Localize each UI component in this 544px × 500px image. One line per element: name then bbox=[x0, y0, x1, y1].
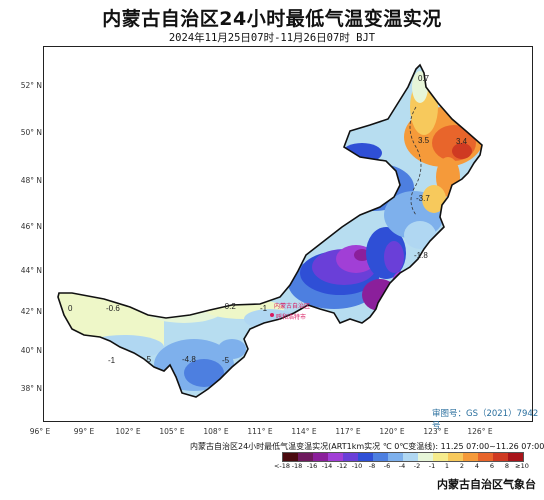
legend-color-bar bbox=[282, 452, 524, 462]
legend-swatch bbox=[403, 453, 418, 461]
temp-value-label: 0 bbox=[68, 304, 73, 313]
lon-label: 117° E bbox=[335, 427, 361, 436]
temp-value-label: -0.2 bbox=[222, 302, 236, 311]
lat-label: 40° N bbox=[20, 346, 42, 355]
legend-swatch bbox=[448, 453, 463, 461]
temp-value-label: -4.8 bbox=[182, 355, 196, 364]
legend-tick-label: 4 bbox=[474, 462, 480, 470]
lat-label: 42° N bbox=[20, 307, 42, 316]
legend-tick-label: <-18 bbox=[273, 462, 291, 470]
issuing-agency: 内蒙古自治区气象台 bbox=[437, 478, 536, 491]
lon-label: 102° E bbox=[115, 427, 141, 436]
temp-value-label: 3.4 bbox=[456, 137, 468, 146]
legend-tick-label: -10 bbox=[351, 462, 363, 470]
lon-label: 126° E bbox=[467, 427, 493, 436]
legend-tick-label: -12 bbox=[336, 462, 348, 470]
lon-label: 108° E bbox=[203, 427, 229, 436]
legend-tick-label: -16 bbox=[306, 462, 318, 470]
legend-swatch bbox=[433, 453, 448, 461]
legend-tick-labels: <-18 -18 -16 -14 -12 -10 -8 -6 -4 -2 -1 1 2 4 6 8 ≥10 bbox=[274, 462, 542, 472]
legend-tick-label: 1 bbox=[444, 462, 450, 470]
legend-tick-label: -2 bbox=[413, 462, 421, 470]
lon-label: 105° E bbox=[159, 427, 185, 436]
lat-label: 38° N bbox=[20, 384, 42, 393]
legend-title: 内蒙古自治区24小时最低气温变温实况(ART1km实况 ℃ 0℃变温线): 11… bbox=[190, 442, 544, 451]
legend-tick-label: -6 bbox=[383, 462, 391, 470]
temperature-field bbox=[58, 71, 482, 391]
lat-label: 44° N bbox=[20, 266, 42, 275]
legend-swatch bbox=[358, 453, 373, 461]
legend-tick-label: -8 bbox=[368, 462, 376, 470]
city-label-region: 内蒙古自治区 bbox=[274, 302, 310, 310]
zero-isotherm-line bbox=[409, 106, 422, 216]
legend-tick-label: -4 bbox=[398, 462, 406, 470]
temp-value-label: -1 bbox=[108, 356, 116, 365]
legend-tick-label: -1 bbox=[428, 462, 436, 470]
temp-value-label: -5 bbox=[222, 356, 230, 365]
legend-swatch bbox=[373, 453, 388, 461]
temp-value-label: -0.6 bbox=[106, 304, 120, 313]
legend-tick-label: 2 bbox=[459, 462, 465, 470]
legend-swatch bbox=[328, 453, 343, 461]
city-label-capital: 呼和浩特市 bbox=[276, 313, 306, 321]
temp-value-label: -1.8 bbox=[414, 251, 428, 260]
legend-tick-label: ≥10 bbox=[515, 462, 529, 470]
map-panel[interactable]: 内蒙古自治区 呼和浩特市 0 -0.6 -0.2 -1 -1 -5 -4.8 -… bbox=[43, 46, 533, 422]
temp-value-label: -3.7 bbox=[416, 194, 430, 203]
lat-label: 46° N bbox=[20, 222, 42, 231]
legend-tick-label: -18 bbox=[291, 462, 303, 470]
legend-swatch bbox=[343, 453, 358, 461]
legend-tick-label: 8 bbox=[504, 462, 510, 470]
temp-value-label: 3.5 bbox=[418, 136, 430, 145]
legend-swatch bbox=[418, 453, 433, 461]
lon-label: 114° E bbox=[291, 427, 317, 436]
lon-label: 123° E bbox=[423, 427, 449, 436]
city-marker[interactable] bbox=[270, 313, 274, 317]
lat-label: 50° N bbox=[20, 128, 42, 137]
legend-swatch bbox=[283, 453, 298, 461]
temp-value-label: -1 bbox=[260, 304, 268, 313]
map-approval-number: 审图号：GS（2021）7942号 bbox=[432, 409, 539, 431]
lat-label: 52° N bbox=[20, 81, 42, 90]
map-title: 内蒙古自治区24小时最低气温变温实况 bbox=[102, 8, 442, 30]
legend-swatch bbox=[388, 453, 403, 461]
lon-label: 96° E bbox=[29, 427, 51, 436]
temp-value-label: -5 bbox=[144, 355, 152, 364]
region-outline bbox=[57, 63, 483, 398]
legend-swatch bbox=[478, 453, 493, 461]
lon-label: 120° E bbox=[379, 427, 405, 436]
legend-tick-label: -14 bbox=[321, 462, 333, 470]
map-subtitle: 2024年11月25日07时-11月26日07时 BJT bbox=[168, 32, 376, 44]
legend-swatch bbox=[298, 453, 313, 461]
legend-swatch bbox=[463, 453, 478, 461]
temp-value-label: 0.7 bbox=[418, 74, 430, 83]
lon-label: 99° E bbox=[73, 427, 95, 436]
legend-swatch bbox=[493, 453, 508, 461]
legend-swatch bbox=[508, 453, 523, 461]
legend-tick-label: 6 bbox=[489, 462, 495, 470]
lon-label: 111° E bbox=[247, 427, 273, 436]
region-map: 内蒙古自治区 呼和浩特市 0 -0.6 -0.2 -1 -1 -5 -4.8 -… bbox=[57, 63, 483, 398]
lat-label: 48° N bbox=[20, 176, 42, 185]
legend-swatch bbox=[313, 453, 328, 461]
